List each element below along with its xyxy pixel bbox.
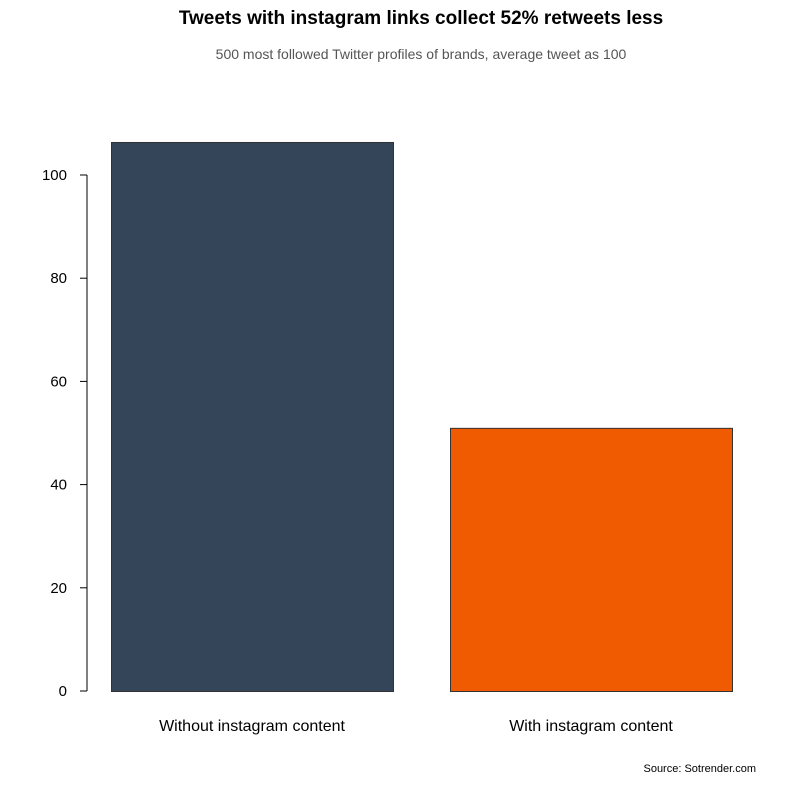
y-tick-label: 0 — [59, 683, 67, 700]
source-note: Source: Sotrender.com — [643, 763, 756, 775]
y-tick-label: 20 — [50, 580, 67, 597]
x-category-label: Without instagram content — [159, 718, 345, 735]
y-tick-label: 40 — [50, 477, 67, 494]
bar — [111, 141, 394, 692]
y-tick-label: 80 — [50, 270, 67, 287]
y-tick-label: 60 — [50, 373, 67, 390]
bar — [450, 427, 733, 692]
chart-subtitle: 500 most followed Twitter profiles of br… — [215, 46, 627, 62]
chart-title: Tweets with instagram links collect 52% … — [178, 8, 664, 29]
y-tick-label: 100 — [42, 167, 67, 184]
x-category-label: With instagram content — [509, 718, 673, 735]
